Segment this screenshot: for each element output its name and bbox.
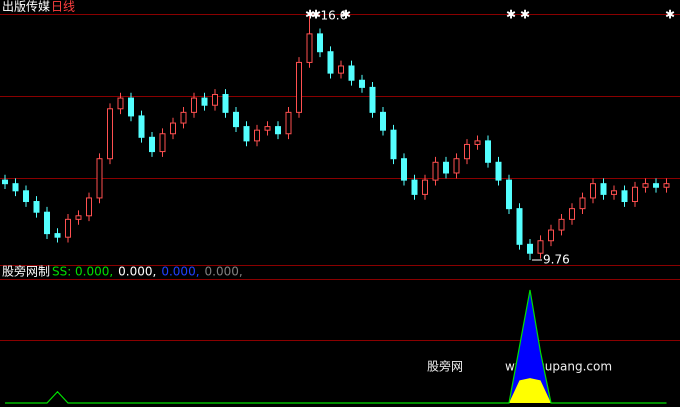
candle-body — [401, 158, 407, 181]
indicator-line — [5, 289, 667, 404]
candle-body — [44, 211, 50, 235]
candle-body — [632, 186, 638, 203]
indicator-area — [5, 378, 667, 403]
watermark-name: 股旁网 — [427, 359, 463, 374]
candle-body — [359, 79, 365, 88]
candle-body — [23, 190, 29, 203]
candle-body — [285, 111, 292, 135]
candle-body — [54, 233, 61, 238]
candle-body — [180, 111, 187, 124]
candle-body — [264, 126, 271, 131]
candle-body — [380, 111, 386, 131]
candle-body — [537, 240, 544, 254]
candle-body — [653, 183, 659, 188]
indicator-area — [5, 290, 667, 403]
candle-body — [558, 218, 565, 231]
candle-body — [527, 243, 533, 254]
candle-body — [159, 133, 166, 153]
candle-body — [516, 208, 523, 245]
candle-body — [107, 108, 113, 160]
candle-body — [600, 183, 607, 195]
candle-body — [453, 158, 460, 174]
candle-body — [33, 201, 40, 213]
candle-body — [149, 136, 155, 153]
candle-body — [663, 183, 670, 188]
candle-body — [579, 197, 586, 210]
candle-body — [201, 97, 208, 106]
candle-body — [296, 61, 302, 113]
readout-value: 0.000, — [118, 265, 156, 279]
candle-body — [621, 190, 628, 203]
marker-star: ✱ — [506, 8, 516, 22]
candle-body — [422, 179, 428, 195]
candle-body — [390, 129, 397, 160]
candle-body — [65, 218, 71, 238]
candle-body — [233, 111, 239, 128]
candle-body — [506, 179, 512, 210]
candle-body — [369, 86, 376, 113]
candle-body — [590, 183, 596, 199]
period: 日线 — [51, 0, 75, 14]
marker-star: ✱ — [665, 8, 675, 22]
candle-body — [254, 129, 260, 142]
stock-name: 出版传媒 — [2, 0, 50, 14]
candle-body — [222, 94, 229, 113]
candle-body — [485, 140, 491, 163]
candle-body — [275, 126, 281, 135]
candle-body — [138, 115, 145, 138]
candle-body — [548, 229, 554, 242]
candle-body — [12, 183, 19, 192]
candle-body — [474, 140, 481, 145]
readout-value: 0.000, — [205, 265, 243, 279]
marker-star: ✱ — [520, 8, 530, 22]
marker-star: ✱ — [341, 8, 351, 22]
marker-star: ✱ — [311, 8, 321, 22]
readout-value: 0.000, — [161, 265, 199, 279]
candle-body — [306, 33, 313, 63]
candle-body — [2, 179, 8, 185]
candle-body — [569, 208, 575, 220]
candle-body — [317, 33, 323, 53]
candle-body — [642, 183, 649, 188]
marker-star: ✱ — [305, 8, 315, 22]
markers: ✱ ✱ ✱ ✱ ✱ ✱ — [305, 8, 675, 22]
candle-body — [75, 215, 82, 220]
candle-body — [170, 122, 176, 135]
candle-body — [327, 51, 334, 74]
candle-body — [243, 126, 250, 142]
candle-body — [611, 190, 617, 195]
indicator-title: 股旁网制 — [2, 264, 50, 279]
candle-body — [411, 179, 418, 195]
candle-body — [338, 65, 344, 74]
candle-body — [464, 143, 470, 160]
candle-body — [191, 97, 197, 113]
candle-body — [212, 94, 218, 106]
candle-body — [96, 158, 103, 199]
readout-value: 0.000, — [75, 265, 113, 279]
candle-body — [432, 161, 439, 181]
high-label: 16.6 — [321, 9, 348, 23]
candle-body — [495, 161, 502, 181]
candle-body — [443, 161, 449, 174]
candle-body — [128, 97, 134, 117]
separators — [0, 14, 680, 341]
indicator-name: SS: — [52, 265, 71, 279]
low-label: 9.76 — [543, 253, 570, 267]
candle-body — [86, 197, 92, 217]
candle-body — [117, 97, 124, 110]
candle-body — [348, 65, 355, 81]
